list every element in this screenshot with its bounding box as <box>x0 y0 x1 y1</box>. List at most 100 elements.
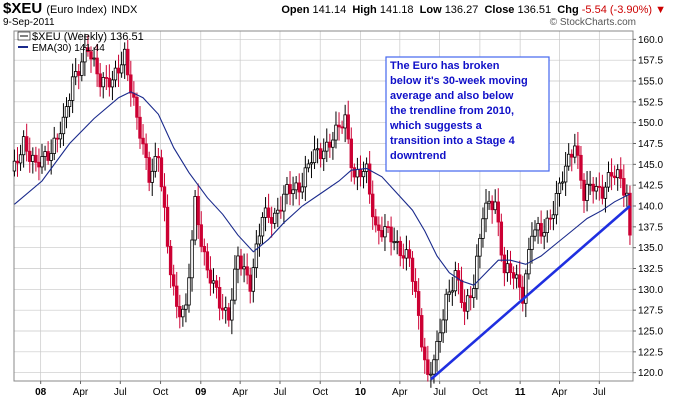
candle-body <box>355 169 360 178</box>
candle-body <box>374 216 378 226</box>
x-tick-label: Oct <box>153 387 169 398</box>
candle-body <box>58 133 63 140</box>
candle-body <box>242 266 246 270</box>
candle-body <box>401 255 406 259</box>
candle-body <box>340 126 344 129</box>
candle-body <box>312 149 317 164</box>
close-value: 136.51 <box>517 4 552 16</box>
chg-value: -5.54 (-3.90%) <box>581 4 653 16</box>
candle-body <box>52 137 56 154</box>
chg-label: Chg <box>557 4 579 16</box>
ohlc-readout: Open 141.14 High 141.18 Low 136.27 Close… <box>281 4 666 16</box>
candle-body <box>413 281 418 292</box>
candle-body <box>579 154 583 181</box>
x-tick-label: 11 <box>515 387 526 398</box>
candle-body <box>407 249 412 259</box>
candle-body <box>444 293 448 321</box>
candle-body <box>322 150 326 160</box>
candle-body <box>34 154 38 163</box>
candle-body <box>61 116 66 135</box>
candle-body <box>300 186 304 193</box>
candle-body <box>432 359 436 375</box>
candle-body <box>594 186 598 192</box>
candle-body <box>144 143 148 158</box>
low-value: 136.27 <box>444 4 479 16</box>
candle-body <box>269 217 274 224</box>
candle-body <box>416 291 421 316</box>
candle-body <box>64 106 69 118</box>
candle-body <box>383 226 387 238</box>
candle-body <box>542 232 546 237</box>
candle-body <box>505 263 510 274</box>
candle-body <box>159 157 164 188</box>
x-tick-label: Apr <box>232 387 248 398</box>
candle-body <box>438 332 442 342</box>
low-label: Low <box>419 4 442 16</box>
chart-symbol: $XEU (Euro Index) INDX <box>3 0 137 17</box>
annotation-line: downtrend <box>390 150 446 162</box>
candle-body <box>539 223 543 237</box>
candle-body <box>294 182 298 191</box>
candle-body <box>24 136 29 152</box>
candle-body <box>484 202 488 220</box>
candle-body <box>395 240 399 243</box>
candle-body <box>37 161 41 168</box>
candle-body <box>331 139 335 148</box>
y-tick-label: 127.5 <box>638 306 663 317</box>
candle-body <box>126 48 130 76</box>
candle-body <box>318 148 323 160</box>
candle-body <box>334 124 338 141</box>
candle-body <box>282 193 286 212</box>
candle-body <box>615 169 620 179</box>
candle-body <box>285 184 289 195</box>
candle-body <box>98 73 102 88</box>
candle-body <box>456 270 461 281</box>
chart-legend: $XEU (Weekly) 136.51 EMA(30) 141.44 <box>17 31 144 54</box>
candle-body <box>147 157 151 183</box>
candle-body <box>606 172 611 188</box>
candle-body <box>217 287 222 309</box>
candle-body <box>628 192 632 236</box>
candle-body <box>31 154 35 162</box>
candle-body <box>230 299 234 321</box>
candle-body <box>490 200 494 211</box>
y-tick-label: 152.5 <box>638 97 663 108</box>
candle-body <box>263 207 268 218</box>
candlesticks <box>12 33 632 388</box>
candle-body <box>487 200 491 204</box>
candle-body <box>533 229 537 237</box>
candle-body <box>21 136 26 156</box>
candle-body <box>478 238 482 257</box>
candle-body <box>349 138 353 169</box>
candle-body <box>453 270 458 292</box>
symbol-ticker: $XEU <box>3 0 43 17</box>
candle-body <box>410 257 415 282</box>
candle-body <box>12 160 17 172</box>
candle-body <box>18 154 23 164</box>
y-tick-label: 132.5 <box>638 264 663 275</box>
candle-body <box>588 183 592 186</box>
candle-body <box>511 272 516 279</box>
candle-body <box>389 226 393 243</box>
candle-body <box>303 167 308 188</box>
candle-body <box>557 182 562 194</box>
candle-body <box>597 186 602 188</box>
candle-body <box>260 216 265 237</box>
candle-body <box>570 153 574 158</box>
candle-body <box>245 266 249 276</box>
candle-body <box>104 77 109 79</box>
candle-body <box>517 274 522 288</box>
y-tick-label: 147.5 <box>638 139 663 150</box>
x-tick-label: Jul <box>433 387 446 398</box>
x-tick-label: Apr <box>552 387 568 398</box>
candle-body <box>423 346 427 361</box>
open-label: Open <box>281 4 310 16</box>
x-tick-label: Jul <box>593 387 606 398</box>
candle-body <box>591 183 595 192</box>
candle-body <box>380 230 384 238</box>
high-label: High <box>352 4 377 16</box>
x-tick-label: Apr <box>73 387 89 398</box>
candle-body <box>165 206 170 247</box>
y-tick-label: 145.0 <box>638 160 663 171</box>
candle-body <box>441 319 445 334</box>
